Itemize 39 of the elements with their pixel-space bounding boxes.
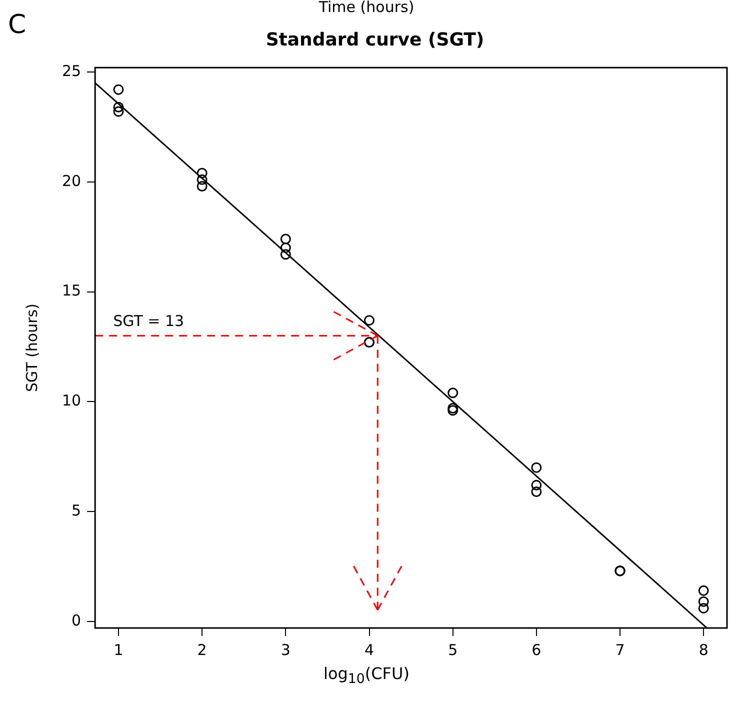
point [448, 405, 458, 416]
point [196, 168, 208, 178]
text: Time (hours) [318, 0, 414, 16]
point [113, 84, 124, 95]
x-axis-title: log$_{10}$(CFU) [322, 664, 410, 688]
x-tick-label: 5 [448, 640, 458, 659]
x-tick-label: 1 [114, 640, 124, 659]
text: C [8, 10, 26, 40]
point [698, 596, 709, 607]
point [196, 174, 208, 185]
point [280, 234, 291, 244]
y-tick-label: 20 [62, 172, 82, 190]
point [364, 315, 374, 326]
x-tick-label: 8 [698, 640, 708, 659]
x-tick-label: 2 [197, 640, 207, 659]
point [448, 388, 458, 398]
point [448, 402, 458, 414]
x-tick-label: 3 [280, 640, 290, 659]
point [698, 585, 709, 596]
y-tick-label: 5 [72, 501, 82, 520]
x-tick-label: 6 [532, 640, 542, 659]
ref-line-label: SGT = 13 [113, 312, 184, 330]
y-tick-label: 25 [62, 62, 82, 80]
chart-title: Standard curve (SGT) [266, 29, 484, 50]
y-axis-title: SGT (hours) [22, 304, 41, 392]
point [280, 242, 291, 254]
point [531, 480, 542, 490]
point [113, 106, 124, 117]
y-tick-label: 10 [62, 392, 82, 410]
point [531, 462, 542, 473]
point [113, 102, 124, 112]
point [280, 249, 291, 260]
y-tick-label: 15 [62, 282, 82, 300]
point [196, 181, 208, 192]
x-tick-label: 7 [615, 640, 625, 659]
y-tick-label: 0 [72, 611, 82, 630]
x-tick-label: 4 [364, 640, 374, 659]
point [698, 602, 709, 614]
point [531, 486, 542, 497]
